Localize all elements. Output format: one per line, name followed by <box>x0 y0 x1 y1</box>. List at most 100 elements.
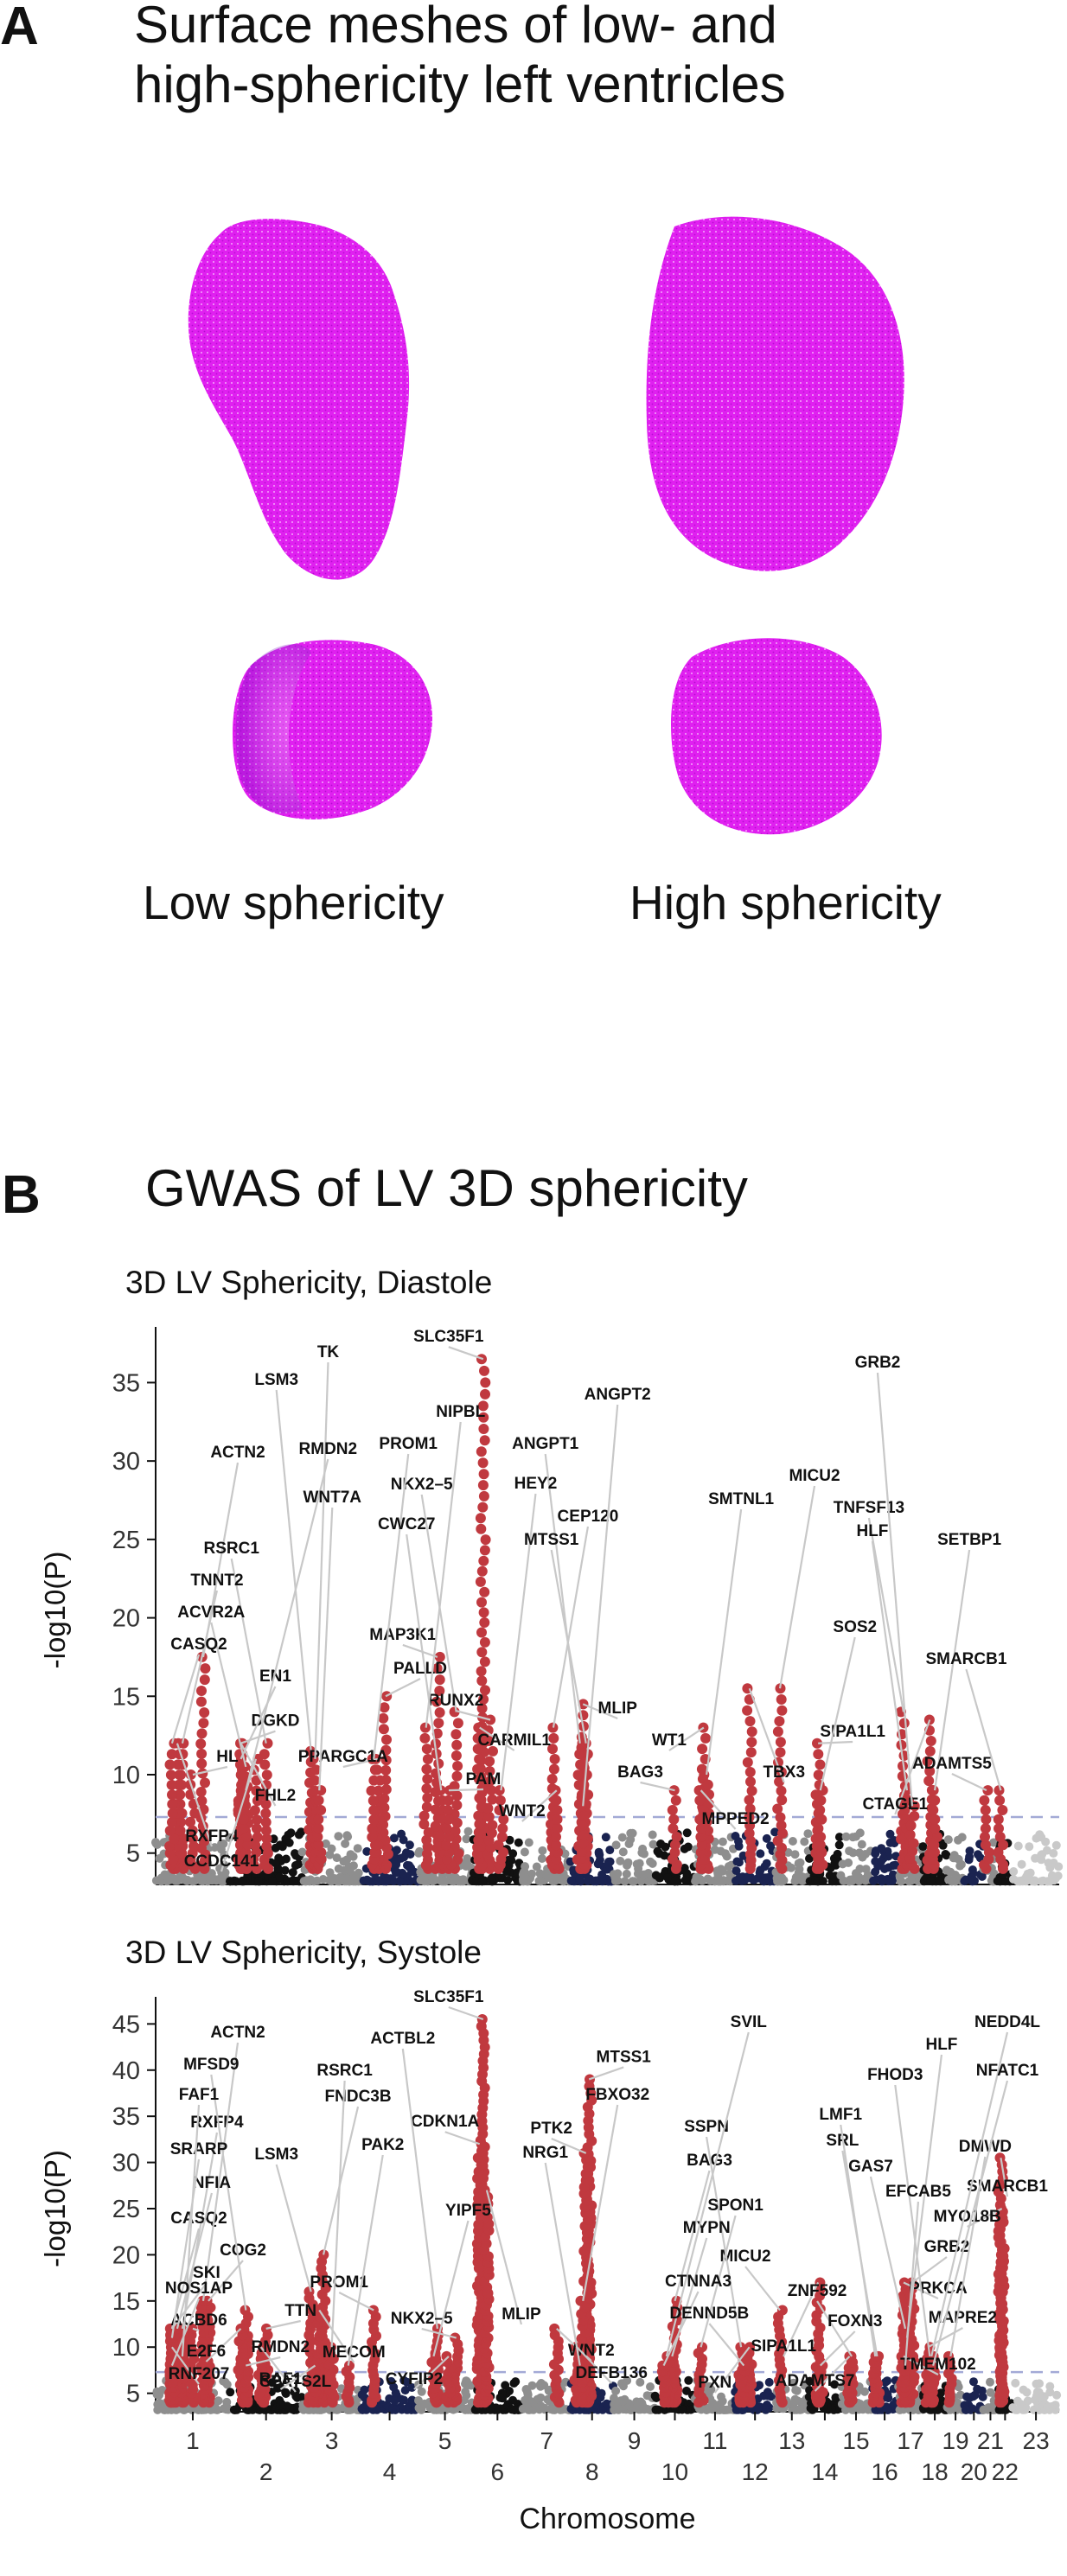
diastole-peak-point-CASQ2 <box>164 1840 176 1852</box>
diastole-gene-label: WNT7A <box>303 1489 361 1507</box>
systole-gene-label: SPON1 <box>707 2197 764 2215</box>
diastole-snp-point <box>950 1853 960 1863</box>
diastole-snp-point <box>406 1863 415 1872</box>
diastole-snp-point <box>294 1859 303 1869</box>
diastole-peak-point-CEP120 <box>549 1754 560 1764</box>
diastole-gene-label: PAM <box>466 1770 502 1789</box>
diastole-peak-point-BAG3 <box>669 1840 680 1851</box>
diastole-snp-point <box>622 1869 631 1878</box>
systole-gene-label: TMEM102 <box>900 2356 976 2374</box>
diastole-peak-point-SLC35F1 <box>475 1576 486 1587</box>
diastole-leader-line <box>819 1636 856 1791</box>
systole-peak-point-ACTN2 <box>197 2295 208 2306</box>
systole-peak-point-MECOM <box>316 2305 327 2316</box>
diastole-peak-point-CARMIL1 <box>473 1827 484 1838</box>
diastole-peak-point-SLC35F1 <box>476 1666 487 1677</box>
diastole-peak-point-MAP3K1 <box>430 1820 441 1832</box>
diastole-snp-point <box>617 1833 627 1842</box>
diastole-peak-point-CASQ2 <box>165 1769 176 1781</box>
systole-peak-point-RNF207 <box>168 2342 179 2353</box>
diastole-peak-point-NIPBL <box>422 1754 433 1764</box>
systole-leader-line <box>582 2104 619 2302</box>
systole-x-axis-label: Chromosome <box>519 2503 695 2535</box>
diastole-snp-point <box>714 1877 724 1886</box>
systole-peak-point-CDKN1A <box>476 2139 487 2150</box>
diastole-snp-point <box>392 1860 401 1870</box>
diastole-peak-point-SLC35F1 <box>479 1656 490 1667</box>
diastole-gene-label: HEY2 <box>514 1475 558 1493</box>
diastole-snp-point <box>968 1876 978 1885</box>
diastole-gene-label: SMARCB1 <box>925 1650 1006 1668</box>
diastole-leader-line <box>700 1789 737 1830</box>
diastole-gene-label: HL <box>216 1748 239 1766</box>
systole-leader-line <box>413 2356 450 2390</box>
diastole-gene-label: TBX3 <box>763 1763 805 1782</box>
diastole-snp-point <box>325 1868 335 1878</box>
diastole-snp-point <box>788 1837 797 1846</box>
diastole-peak-point-MPPED2 <box>696 1840 707 1851</box>
diastole-snp-point <box>616 1856 625 1865</box>
diastole-gene-label: RUNX2 <box>428 1692 483 1710</box>
diastole-peak-point-NKX2–5 <box>449 1706 460 1718</box>
diastole-snp-point <box>885 1829 895 1839</box>
diastole-peak-point-PAM <box>441 1823 452 1834</box>
systole-snp-point <box>970 2390 980 2400</box>
diastole-gene-label: RXFP4 <box>185 1827 239 1846</box>
diastole-snp-point <box>217 1868 227 1878</box>
diastole-snp-point <box>595 1850 604 1859</box>
diastole-peak-point-MAP3K1 <box>434 1674 445 1686</box>
systole-leader-line <box>205 2328 242 2362</box>
diastole-snp-point <box>795 1858 805 1867</box>
diastole-snp-point <box>653 1846 662 1856</box>
diastole-peak-point-SLC35F1 <box>477 1480 489 1491</box>
systole-x-tick-label: 20 <box>961 2458 987 2485</box>
systole-snp-point <box>636 2377 645 2387</box>
systole-snp-point <box>1011 2378 1020 2388</box>
systole-leader-line <box>904 2201 920 2366</box>
diastole-snp-point <box>611 1873 621 1883</box>
systole-snp-point <box>979 2405 988 2414</box>
diastole-peak-point-MAP3K1 <box>434 1651 445 1662</box>
diastole-peak-point-NKX2–5 <box>450 1729 462 1740</box>
diastole-peak-point-HL <box>188 1840 199 1852</box>
diastole-snp-point <box>537 1854 546 1863</box>
diastole-peak-point-SOS2 <box>817 1785 828 1796</box>
systole-snp-point <box>977 2386 987 2395</box>
diastole-snp-point <box>593 1859 603 1869</box>
diastole-peak-point-MPPED2 <box>694 1795 706 1806</box>
diastole-snp-point <box>805 1854 814 1863</box>
systole-snp-point <box>1031 2395 1040 2405</box>
systole-snp-point <box>501 2381 510 2390</box>
diastole-snp-point <box>732 1866 741 1876</box>
systole-snp-point <box>618 2405 628 2414</box>
diastole-peak-point-ADAMTS5 <box>982 1785 994 1796</box>
systole-y-tick-label: 45 <box>112 2011 140 2038</box>
diastole-peak-point-WNT2 <box>551 1832 561 1842</box>
systole-gene-label: PXN <box>698 2374 732 2392</box>
diastole-peak-point-SLC35F1 <box>478 1490 489 1502</box>
diastole-peak-point-WNT7A <box>316 1785 327 1796</box>
diastole-peak-point-CASQ2 <box>164 1825 176 1836</box>
systole-snp-point <box>969 2377 978 2387</box>
diastole-peak-point-CCDC141 <box>252 1814 263 1826</box>
diastole-peak-point-ADAMTS5 <box>980 1840 991 1851</box>
diastole-snp-point <box>869 1876 879 1885</box>
diastole-peak-point-BAG3 <box>669 1846 680 1858</box>
systole-gene-label: BAG3 <box>687 2152 732 2170</box>
systole-snp-point <box>248 2405 258 2414</box>
diastole-gene-label: EN1 <box>259 1667 291 1686</box>
diastole-peak-point-CARMIL1 <box>472 1744 483 1755</box>
systole-leader-line <box>816 2300 853 2357</box>
diastole-peak-point-CCDC141 <box>252 1832 263 1843</box>
diastole-peak-point-SLC35F1 <box>476 1703 488 1714</box>
diastole-snp-point <box>680 1876 690 1884</box>
diastole-peak-point-TBX3 <box>744 1767 756 1777</box>
diastole-snp-point <box>254 1877 264 1886</box>
diastole-snp-point <box>374 1877 383 1886</box>
systole-gene-label: SPATS2L <box>259 2373 331 2391</box>
diastole-snp-point <box>284 1838 294 1847</box>
diastole-peak-point-HEY2 <box>494 1805 505 1815</box>
systole-gene-label: RAF1 <box>259 2370 303 2388</box>
systole-snp-point <box>439 2405 449 2414</box>
diastole-peak-point-CEP120 <box>548 1732 559 1744</box>
